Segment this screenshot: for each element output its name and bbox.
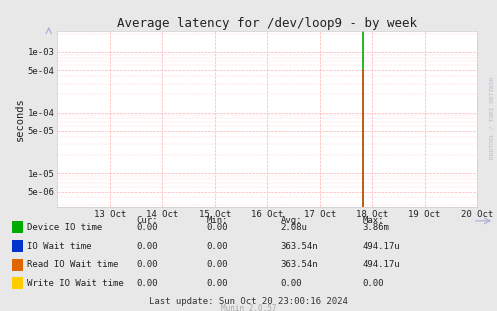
Text: Read IO Wait time: Read IO Wait time (27, 260, 119, 269)
Text: 363.54n: 363.54n (281, 260, 319, 269)
Y-axis label: seconds: seconds (15, 97, 25, 141)
Text: Avg:: Avg: (281, 216, 302, 225)
Text: 363.54n: 363.54n (281, 242, 319, 250)
Text: Max:: Max: (363, 216, 384, 225)
Text: 0.00: 0.00 (206, 260, 228, 269)
Text: Munin 2.0.57: Munin 2.0.57 (221, 304, 276, 311)
Text: 0.00: 0.00 (206, 223, 228, 232)
Text: Min:: Min: (206, 216, 228, 225)
Text: Device IO time: Device IO time (27, 223, 102, 232)
Text: 0.00: 0.00 (281, 279, 302, 288)
Text: 0.00: 0.00 (363, 279, 384, 288)
Text: Cur:: Cur: (137, 216, 158, 225)
Text: 0.00: 0.00 (137, 260, 158, 269)
Text: 0.00: 0.00 (137, 223, 158, 232)
Text: 0.00: 0.00 (206, 279, 228, 288)
Title: Average latency for /dev/loop9 - by week: Average latency for /dev/loop9 - by week (117, 17, 417, 30)
Text: IO Wait time: IO Wait time (27, 242, 92, 250)
Text: Write IO Wait time: Write IO Wait time (27, 279, 124, 288)
Text: 3.86m: 3.86m (363, 223, 390, 232)
Text: Last update: Sun Oct 20 23:00:16 2024: Last update: Sun Oct 20 23:00:16 2024 (149, 297, 348, 305)
Text: 0.00: 0.00 (137, 279, 158, 288)
Text: 494.17u: 494.17u (363, 242, 401, 250)
Text: 2.08u: 2.08u (281, 223, 308, 232)
Text: 0.00: 0.00 (206, 242, 228, 250)
Text: 494.17u: 494.17u (363, 260, 401, 269)
Text: 0.00: 0.00 (137, 242, 158, 250)
Text: RRDTOOL / TOBI OETIKER: RRDTOOL / TOBI OETIKER (490, 77, 495, 160)
